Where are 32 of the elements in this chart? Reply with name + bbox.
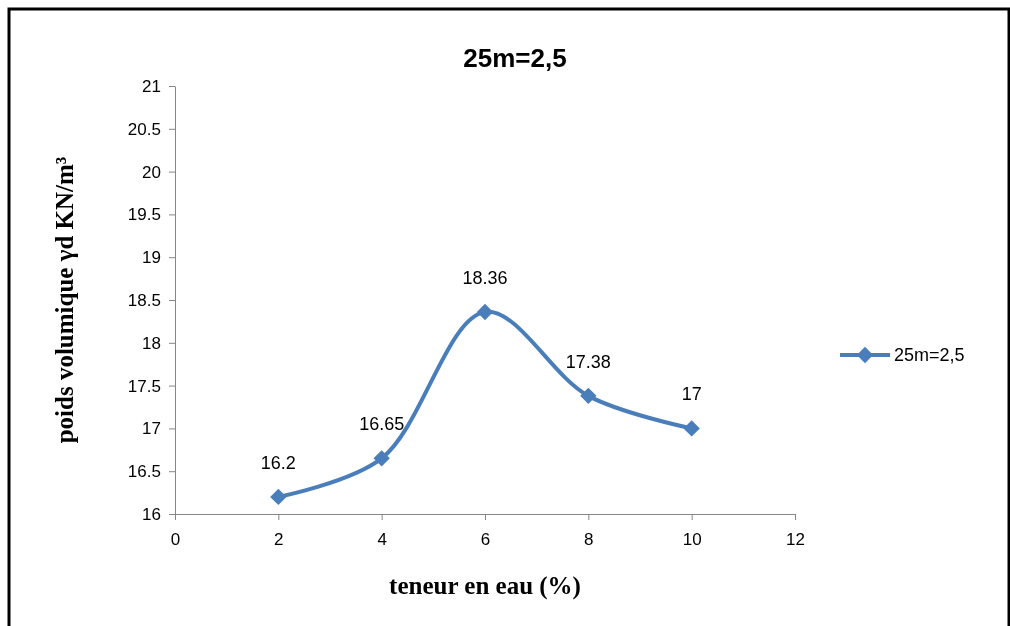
y-tick-label: 21 [141,76,161,96]
y-tick-label: 19.5 [127,205,161,225]
x-tick-label: 0 [170,530,181,550]
x-tick-label: 6 [480,530,491,550]
point [270,488,287,506]
y-tick-label: 17 [141,419,161,439]
chart-title: 25m=2,5 [463,43,567,73]
y-tick-label: 18.5 [127,290,161,310]
y-tick-label: 18 [141,333,161,353]
point [683,420,700,437]
point [373,450,390,467]
data-label: 18.36 [462,267,508,288]
x-tick-label: 4 [377,530,387,550]
x-axis-title: teneur en eau (%) [389,572,581,600]
x-tick-label: 8 [584,530,594,550]
data-label: 17 [681,384,702,405]
data-label: 16.65 [359,414,405,435]
x-tick-label: 12 [786,530,805,550]
y-tick-label: 16 [141,504,161,524]
point [580,387,597,405]
data-label: 17.38 [565,351,611,372]
y-tick-label: 16.5 [127,462,161,482]
legend-label: 25m=2,5 [894,345,965,365]
data-label: 16.2 [260,452,296,473]
y-tick-label: 20.5 [127,119,161,139]
x-tick-label: 2 [274,530,284,550]
y-tick-label: 20 [141,162,161,182]
y-tick-label: 17.5 [127,376,161,396]
y-tick-label: 19 [141,248,161,268]
x-tick-label: 10 [682,530,702,550]
y-axis-title: poids volumique γd KN/m³ [51,156,78,444]
point [476,303,494,321]
